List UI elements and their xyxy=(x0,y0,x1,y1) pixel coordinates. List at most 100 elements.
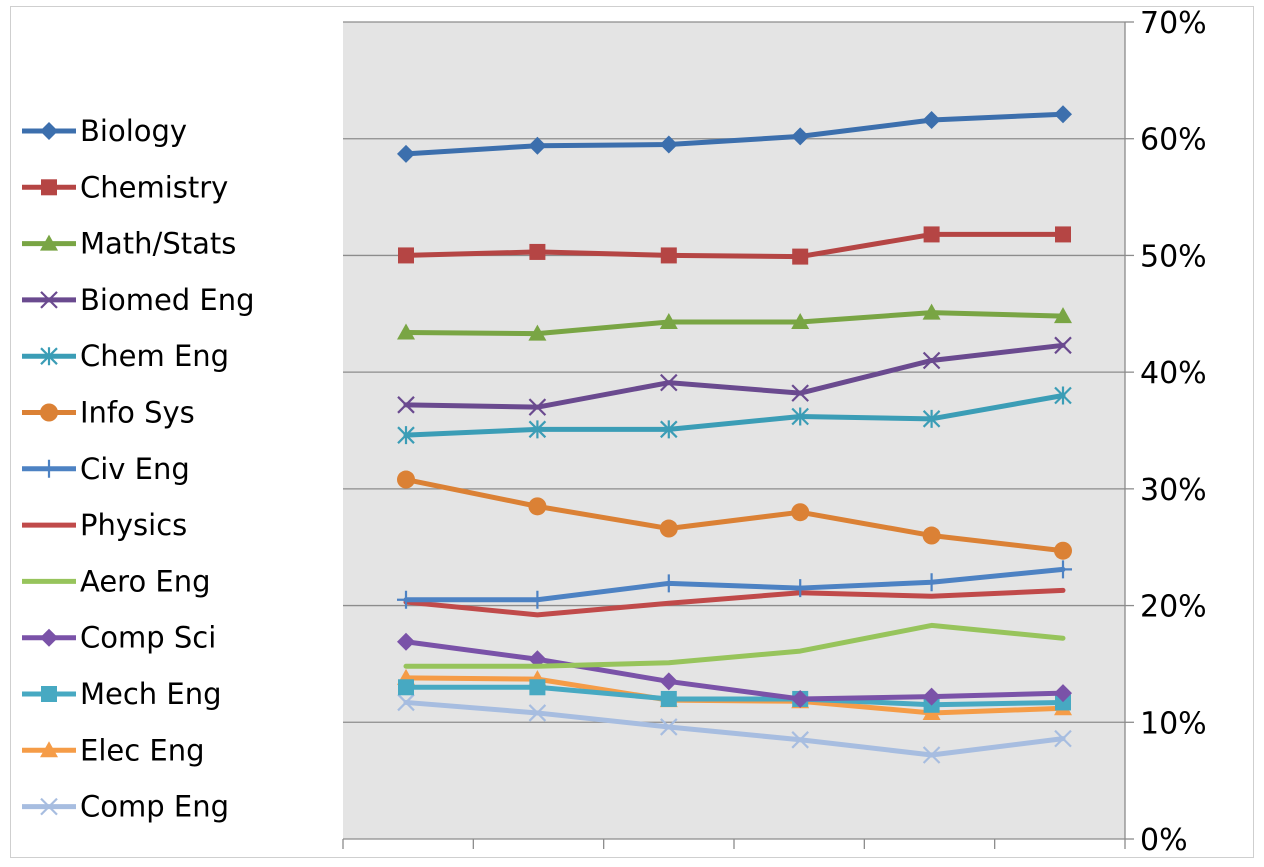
legend-item: Info Sys xyxy=(22,396,195,430)
data-point xyxy=(397,632,415,651)
y-tick-label: 50% xyxy=(1140,239,1207,274)
data-point xyxy=(791,579,810,598)
y-tick-label: 20% xyxy=(1140,590,1207,625)
data-point xyxy=(660,690,677,707)
data-point xyxy=(40,628,58,647)
data-point xyxy=(397,396,415,414)
data-point xyxy=(660,247,677,264)
data-point xyxy=(398,247,414,264)
data-point xyxy=(922,351,941,370)
data-point xyxy=(1054,541,1072,560)
data-point xyxy=(791,503,810,522)
series-civ-eng xyxy=(397,560,1072,609)
series-chem-eng xyxy=(397,386,1072,445)
series-comp-eng xyxy=(397,693,1072,764)
legend-item: Chemistry xyxy=(22,170,228,204)
data-point xyxy=(1054,560,1072,579)
legend-label: Math/Stats xyxy=(80,227,236,261)
legend-item: Comp Sci xyxy=(22,621,216,655)
legend-label: Biology xyxy=(80,114,187,148)
series-line xyxy=(403,231,1066,260)
data-point xyxy=(922,526,941,545)
data-point xyxy=(659,672,678,691)
x-axis xyxy=(342,22,1126,849)
series-layer xyxy=(397,105,1072,764)
legend-item: Elec Eng xyxy=(22,733,205,767)
data-point xyxy=(791,127,810,146)
legend-item: Mech Eng xyxy=(22,677,222,711)
data-point xyxy=(791,384,809,402)
data-point xyxy=(40,122,58,140)
legend-label: Chemistry xyxy=(80,170,228,204)
data-point xyxy=(41,179,57,196)
series-line xyxy=(403,684,1066,708)
data-point xyxy=(660,718,678,736)
y-tick-label: 10% xyxy=(1140,706,1207,741)
data-point xyxy=(528,136,547,155)
series-line xyxy=(403,622,1066,669)
legend-label: Mech Eng xyxy=(80,677,222,711)
data-point xyxy=(791,312,810,329)
data-point xyxy=(659,574,678,593)
data-point xyxy=(397,323,415,340)
legend-item: Comp Eng xyxy=(22,790,229,824)
data-point xyxy=(1054,105,1072,124)
series-biomed-eng xyxy=(397,336,1072,416)
data-point xyxy=(923,226,940,243)
data-point xyxy=(398,679,414,696)
legend-label: Biomed Eng xyxy=(80,283,255,317)
legend-item: Math/Stats xyxy=(22,227,236,261)
series-biology xyxy=(397,105,1072,163)
data-point xyxy=(40,234,58,251)
data-point xyxy=(528,497,547,516)
data-point xyxy=(528,324,547,341)
series-line xyxy=(403,477,1066,554)
data-point xyxy=(40,797,58,816)
y-tick-label: 0% xyxy=(1140,823,1188,858)
data-point xyxy=(659,135,678,154)
data-point xyxy=(791,731,809,749)
legend-label: Aero Eng xyxy=(80,564,211,598)
series-line xyxy=(403,699,1066,758)
legend: Biology Chemistry Math/Stats Biomed Eng Chem… xyxy=(22,114,255,824)
chart-frame xyxy=(10,6,1254,858)
data-point xyxy=(397,426,415,445)
series-aero-eng xyxy=(403,622,1066,669)
data-point xyxy=(791,407,809,426)
data-point xyxy=(659,312,678,329)
y-tick-label: 60% xyxy=(1140,123,1207,158)
legend-item: Biology xyxy=(22,114,187,148)
data-point xyxy=(529,679,546,696)
data-point xyxy=(397,590,415,609)
data-point xyxy=(922,687,941,706)
data-point xyxy=(40,459,58,478)
data-point xyxy=(40,403,58,422)
data-point xyxy=(922,573,941,592)
legend-item: Biomed Eng xyxy=(22,283,255,317)
series-line xyxy=(403,566,1066,603)
series-math-stats xyxy=(397,303,1072,341)
legend-label: Chem Eng xyxy=(80,339,229,373)
legend-label: Physics xyxy=(80,508,187,542)
data-point xyxy=(397,693,415,712)
data-point xyxy=(1054,386,1072,405)
series-line xyxy=(403,111,1066,157)
legend-label: Info Sys xyxy=(80,396,195,430)
data-point xyxy=(660,420,678,439)
data-point xyxy=(1054,336,1072,355)
data-point xyxy=(1054,729,1072,748)
data-point xyxy=(528,420,547,439)
data-point xyxy=(40,291,58,309)
data-point xyxy=(922,746,941,764)
data-point xyxy=(1054,684,1072,703)
data-point xyxy=(922,303,941,320)
data-point xyxy=(1055,694,1071,711)
legend-item: Chem Eng xyxy=(22,339,229,373)
legend-label: Civ Eng xyxy=(80,452,190,486)
legend-label: Comp Eng xyxy=(80,790,229,824)
data-point xyxy=(529,243,546,260)
data-point xyxy=(528,398,547,416)
series-line xyxy=(403,392,1066,438)
series-chemistry xyxy=(398,226,1071,265)
